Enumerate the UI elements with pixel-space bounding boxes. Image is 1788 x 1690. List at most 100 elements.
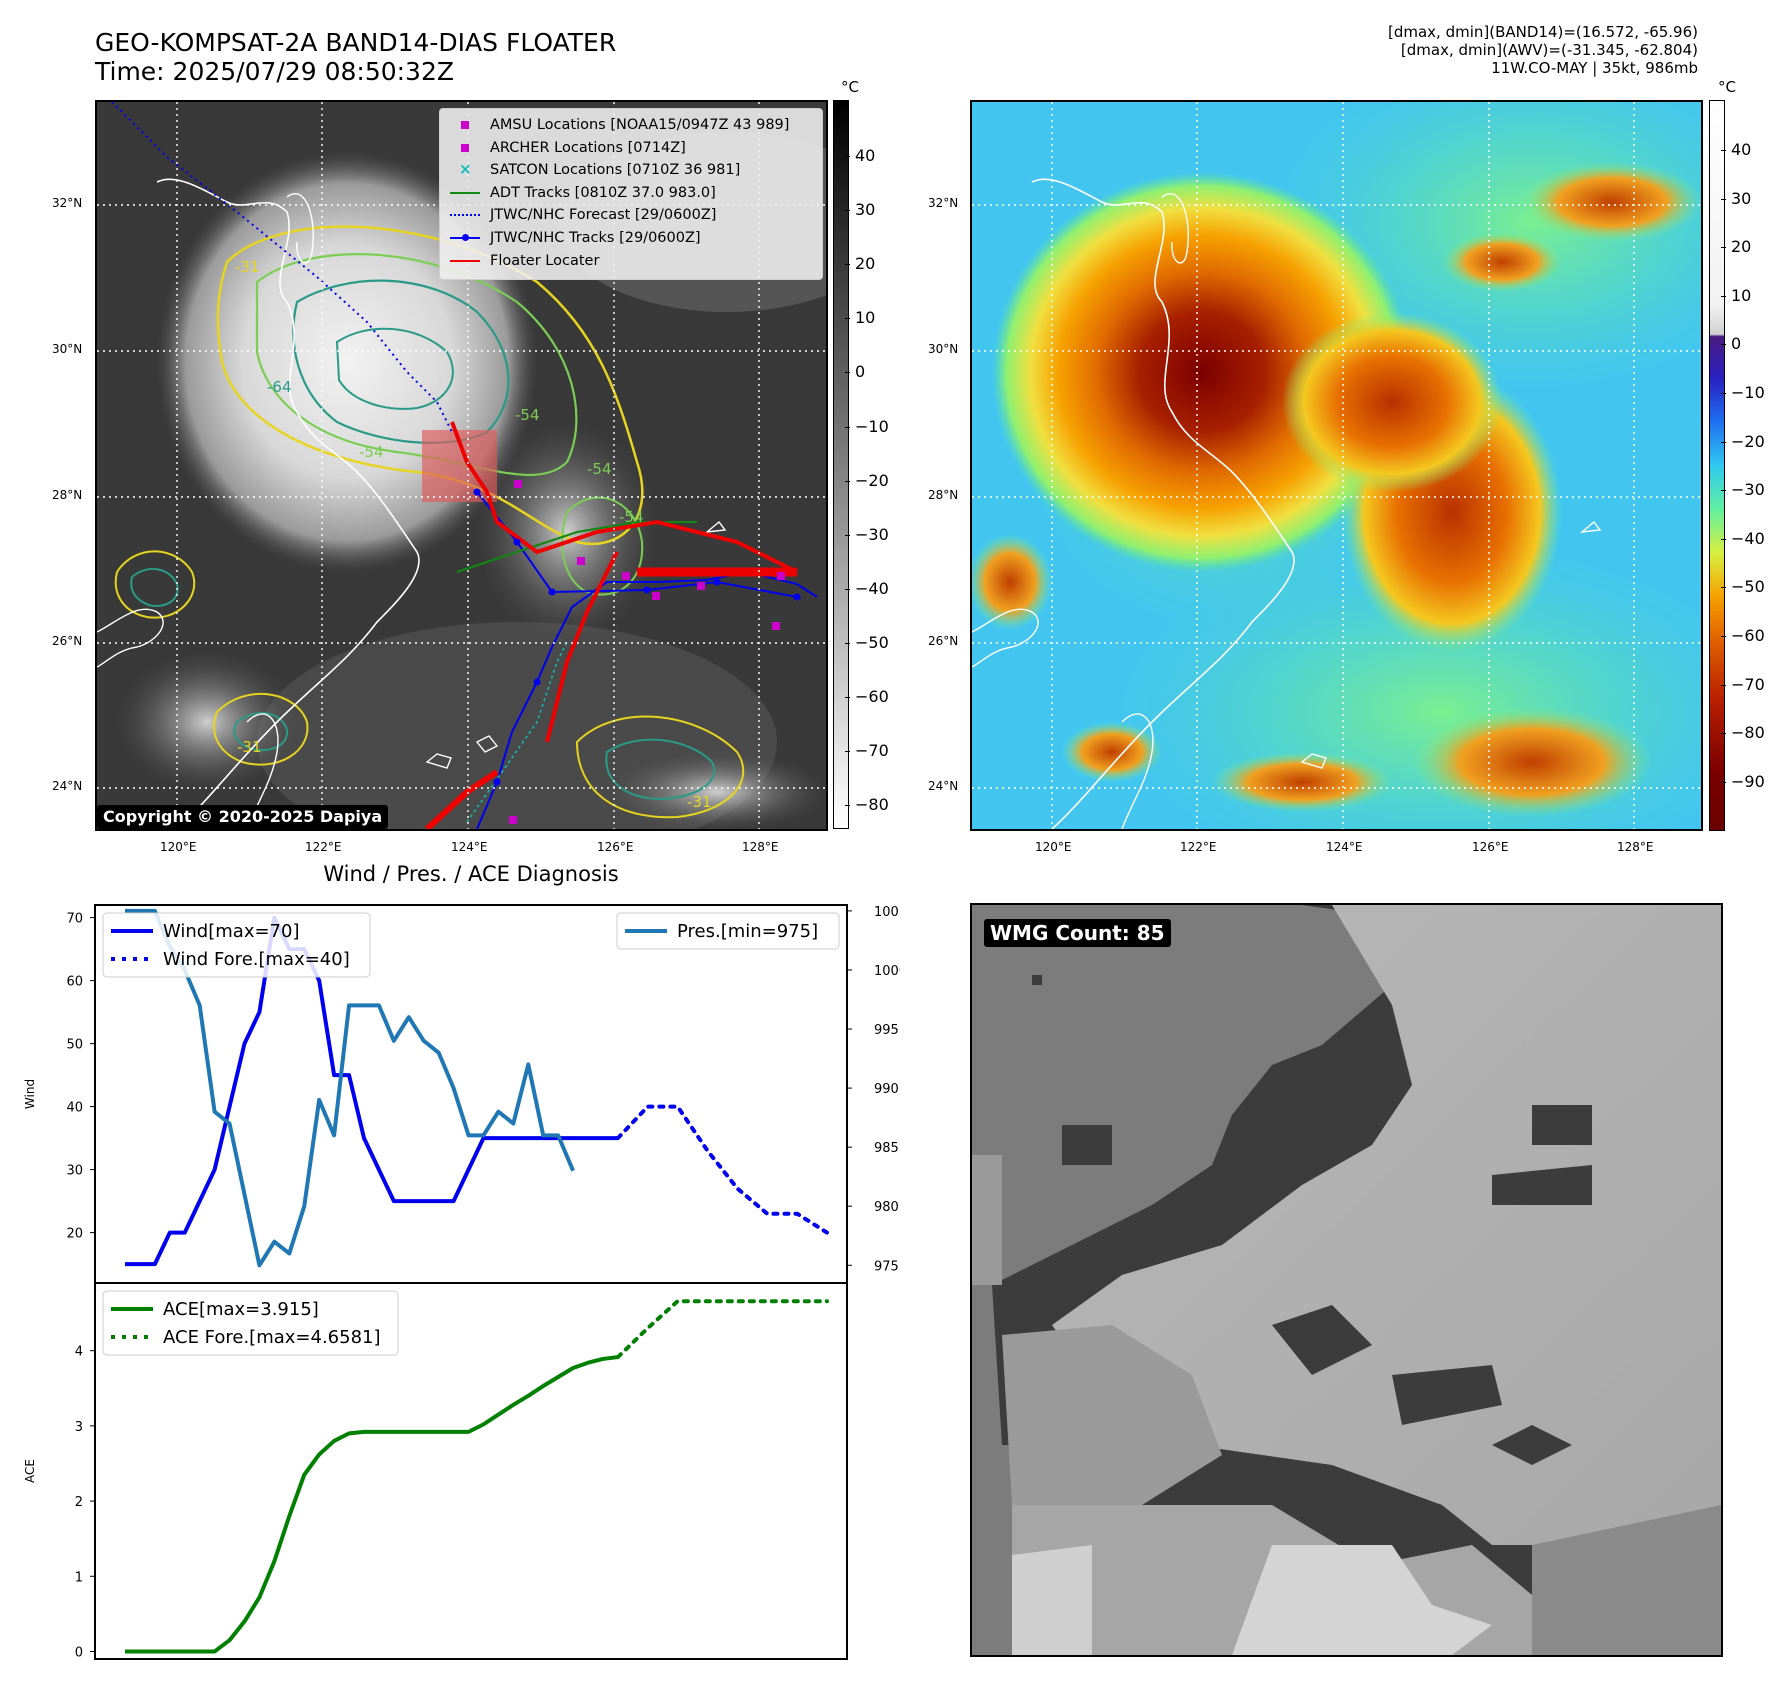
legend-entry: JTWC/NHC Forecast [29/0600Z] [448, 205, 716, 225]
ace-tick-label: 3 [75, 1420, 83, 1435]
ir-colorbar-tick: 40 [855, 146, 876, 165]
color-lat-label-24: 24°N [928, 779, 959, 793]
legend-label: ACE[max=3.915] [163, 1299, 319, 1320]
color-colorbar [1709, 100, 1725, 831]
ir-colorbar-tick-mark [845, 426, 850, 428]
ir-lon-label-126: 126°E [597, 840, 634, 854]
legend-label: JTWC/NHC Forecast [29/0600Z] [490, 207, 717, 224]
ir-colorbar-tick: −60 [855, 687, 889, 706]
legend-label: SATCON Locations [0710Z 36 981] [490, 162, 741, 179]
pressure-legend [616, 912, 840, 950]
wind-tick-label: 30 [66, 1164, 83, 1179]
enhanced-ir-image [972, 102, 1701, 829]
ir-colorbar [833, 100, 849, 829]
ace-tick-label: 4 [75, 1345, 83, 1360]
ir-colorbar-tick: −70 [855, 741, 889, 761]
enhanced-ir-panel [970, 100, 1703, 831]
color-colorbar-tick-mark [1721, 538, 1726, 540]
legend-label: Wind Fore.[max=40] [163, 949, 350, 970]
contour-label: -64 [267, 378, 292, 396]
color-colorbar-tick: −80 [1731, 723, 1765, 743]
ace-tick-label: 2 [75, 1495, 83, 1510]
diagnosis-chart: 20304050607097598098599099510001005WindP… [23, 904, 900, 1660]
color-lat-label-26: 26°N [928, 634, 959, 648]
color-colorbar-tick-mark [1721, 393, 1726, 394]
ir-colorbar-tick: −20 [855, 470, 889, 490]
pressure-tick-label: 1000 [874, 964, 900, 979]
color-colorbar-tick-mark [1721, 636, 1726, 637]
contour-label: -54 [587, 460, 612, 478]
color-lon-label-124: 124°E [1326, 840, 1363, 854]
ir-colorbar-tick: −30 [855, 524, 889, 544]
legend-label: AMSU Locations [NOAA15/0947Z 43 989] [490, 117, 790, 133]
color-colorbar-tick-mark [1721, 344, 1726, 346]
contour-label: -54 [359, 443, 384, 461]
ir-colorbar-tick: 10 [855, 308, 876, 328]
contour-label: -31 [687, 793, 712, 811]
ir-colorbar-tick: −40 [855, 578, 889, 598]
color-colorbar-tick: −50 [1731, 577, 1765, 597]
legend-marker-icon [448, 251, 482, 271]
color-colorbar-tick: 40 [1731, 140, 1752, 159]
ir-lat-label-30: 30°N [52, 342, 83, 356]
figure-title: GEO-KOMPSAT-2A BAND14-DIAS FLOATER Time:… [95, 28, 616, 86]
legend-entry: ADT Tracks [0810Z 37.0 983.0] [448, 183, 716, 203]
legend-entry: AMSU Locations [NOAA15/0947Z 43 989] [448, 115, 789, 135]
wind-legend [102, 912, 371, 978]
legend-marker-icon [448, 115, 482, 135]
ir-colorbar-unit: °C [841, 78, 859, 96]
color-lon-label-122: 122°E [1180, 840, 1217, 854]
ir-lat-label-28: 28°N [52, 488, 83, 502]
color-colorbar-tick: 0 [1731, 334, 1742, 354]
color-colorbar-tick: −10 [1731, 383, 1765, 402]
legend-label: ACE Fore.[max=4.6581] [163, 1327, 381, 1348]
ir-lon-label-122: 122°E [305, 840, 342, 854]
ir-colorbar-tick-mark [845, 372, 850, 374]
wmg-count-badge: WMG Count: 85 [984, 919, 1171, 947]
color-lon-label-126: 126°E [1472, 840, 1509, 854]
legend-marker-icon [448, 183, 482, 203]
info-line2: [dmax, dmin](AWV)=(-31.345, -62.804) [1400, 41, 1698, 59]
color-lat-label-30: 30°N [928, 342, 959, 356]
contour-label: -54 [619, 508, 644, 526]
pressure-tick-label: 1005 [874, 905, 900, 920]
legend-entry: × SATCON Locations [0710Z 36 981] [448, 160, 740, 180]
info-line1: [dmax, dmin](BAND14)=(16.572, -65.96) [1387, 23, 1698, 41]
ir-satellite-panel: -31 -64 -54 -54 -54 -54 -31 -31 AMSU Loc… [95, 100, 828, 831]
ir-colorbar-tick-mark [845, 588, 850, 590]
color-lat-label-28: 28°N [928, 488, 959, 502]
ir-colorbar-tick: −50 [855, 632, 889, 652]
ir-colorbar-tick: 0 [855, 362, 866, 382]
color-colorbar-tick: 10 [1731, 285, 1752, 305]
pressure-line [125, 908, 575, 1268]
ir-colorbar-tick-mark [845, 642, 850, 644]
color-lat-label-32: 32°N [928, 196, 959, 210]
contour-label: -54 [515, 406, 540, 424]
copyright-label: Copyright © 2020-2025 Dapiya [97, 805, 389, 829]
ir-lat-label-26: 26°N [52, 634, 83, 648]
ir-colorbar-tick: 20 [855, 254, 876, 274]
wmg-panel: WMG Count: 85 [970, 903, 1723, 1657]
ir-colorbar-tick-mark [845, 318, 850, 320]
ace-legend [102, 1290, 399, 1356]
color-colorbar-tick-mark [1721, 150, 1726, 151]
color-colorbar-tick-mark [1721, 198, 1726, 200]
color-colorbar-tick-mark [1721, 441, 1726, 443]
legend-marker-icon [448, 228, 482, 248]
pressure-tick-label: 975 [874, 1259, 899, 1274]
color-lon-label-128: 128°E [1617, 840, 1654, 854]
color-colorbar-tick: −60 [1731, 626, 1765, 645]
legend-marker-icon [448, 138, 482, 158]
color-colorbar-tick-mark [1721, 247, 1726, 249]
ir-legend: AMSU Locations [NOAA15/0947Z 43 989] ARCH… [439, 108, 823, 280]
wind-line [125, 915, 618, 1267]
wind-tick-label: 70 [66, 912, 83, 927]
color-colorbar-tick-mark [1721, 295, 1726, 297]
info-line3: 11W.CO-MAY | 35kt, 986mb [1491, 59, 1698, 77]
title-line2: Time: 2025/07/29 08:50:32Z [95, 57, 454, 86]
color-colorbar-tick: −70 [1731, 674, 1765, 694]
ir-colorbar-tick-mark [845, 534, 850, 536]
legend-label: ADT Tracks [0810Z 37.0 983.0] [490, 184, 716, 201]
wmg-image [972, 905, 1721, 1655]
ace-forecast-line [615, 1299, 829, 1360]
